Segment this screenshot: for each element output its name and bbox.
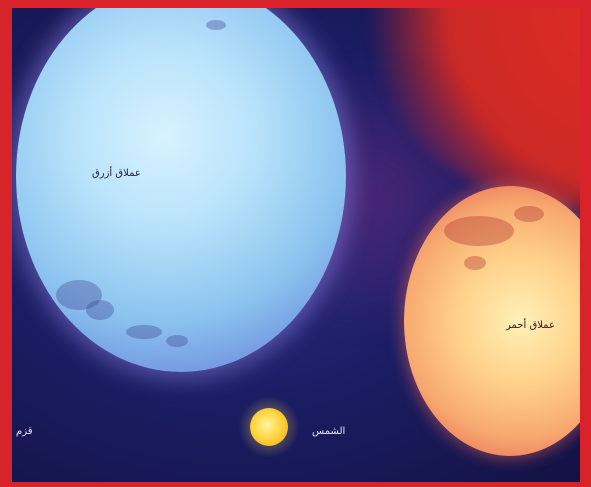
blue-giant-star <box>16 8 346 372</box>
star-spot <box>464 256 486 270</box>
star-spot <box>126 325 162 339</box>
star-spot <box>514 206 544 222</box>
star-spot <box>166 335 188 347</box>
blue-giant-label: عملاق أزرق <box>92 168 141 179</box>
dwarf-label: قزم <box>16 426 33 437</box>
sun <box>250 408 288 446</box>
space-scene: عملاق أزرق عملاق أحمر الشمس قزم <box>12 8 580 482</box>
red-giant-label: عملاق أحمر <box>506 320 555 331</box>
sun-label: الشمس <box>312 426 346 437</box>
star-spot <box>86 300 114 320</box>
red-giant-star <box>404 186 580 456</box>
star-spot <box>206 20 226 30</box>
star-spot <box>444 216 514 246</box>
star-spot <box>56 280 102 310</box>
